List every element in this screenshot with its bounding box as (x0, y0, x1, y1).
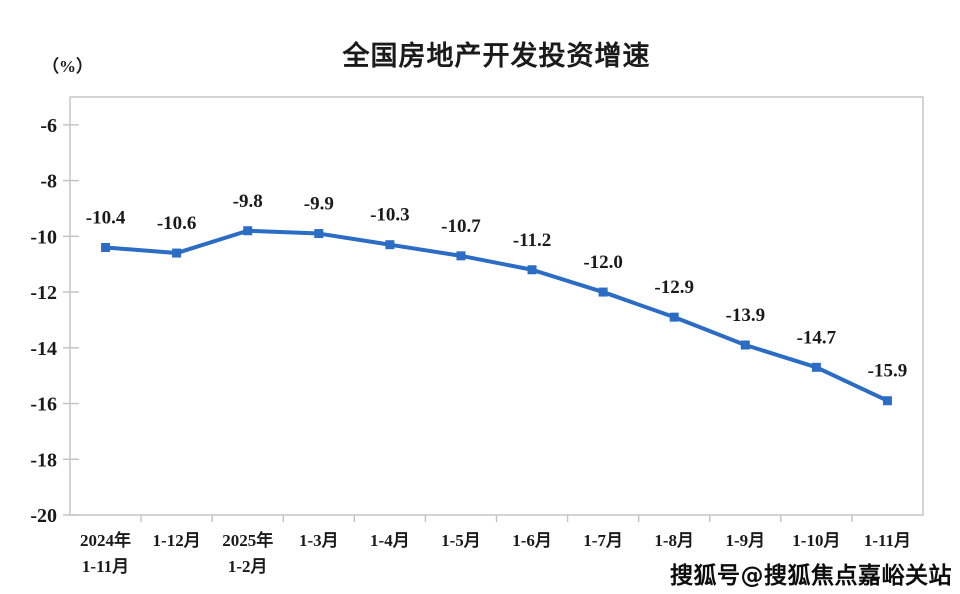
data-point-label: -15.9 (868, 361, 908, 382)
x-category-label: 1-10月 (792, 531, 840, 550)
data-point-label: -9.8 (233, 191, 263, 212)
trend-line (103, 228, 890, 403)
data-point-marker (243, 226, 253, 236)
y-tick-label: -20 (30, 505, 57, 527)
y-tick-label: -12 (30, 282, 57, 304)
x-category-label: 1-6月 (512, 531, 552, 550)
x-category-label: 1-9月 (725, 531, 765, 550)
data-point-label: -10.6 (157, 213, 197, 234)
x-category-label: 2025年 (222, 530, 273, 550)
x-category-label: 1-8月 (654, 531, 694, 550)
data-point-marker (527, 265, 537, 275)
x-category-label: 1-2月 (228, 557, 268, 576)
data-point-marker (101, 242, 111, 252)
data-point-marker (811, 362, 821, 372)
y-tick-label: -6 (40, 115, 57, 137)
y-tick-label: -16 (30, 394, 57, 416)
y-axis-unit-label: （%） (42, 57, 93, 76)
x-category-label: 2024年 (80, 530, 131, 550)
watermark-text: 搜狐号@搜狐焦点嘉峪关站 (670, 563, 952, 589)
x-category-label: 1-5月 (441, 531, 481, 550)
data-point-marker (598, 287, 608, 297)
chart-title: 全国房地产开发投资增速 (342, 41, 651, 72)
data-point-marker (882, 396, 892, 406)
data-point-marker (385, 240, 395, 250)
x-category-label: 1-7月 (583, 531, 623, 550)
data-point-marker (172, 248, 182, 258)
y-tick-label: -14 (30, 338, 57, 360)
data-point-label: -9.9 (304, 194, 334, 215)
data-point-label: -13.9 (726, 305, 766, 326)
y-tick-label: -10 (30, 226, 57, 248)
data-point-label: -12.0 (583, 252, 623, 273)
x-category-label: 1-12月 (153, 531, 201, 550)
data-point-label: -12.9 (654, 277, 694, 298)
x-category-label: 1-4月 (370, 531, 410, 550)
data-point-label: -11.2 (513, 230, 552, 251)
x-category-label: 1-11月 (82, 557, 129, 576)
data-point-label: -14.7 (797, 327, 837, 348)
x-category-label: 1-11月 (864, 531, 911, 550)
y-tick-label: -8 (40, 171, 57, 193)
y-tick-label: -18 (30, 449, 57, 471)
data-point-label: -10.7 (441, 216, 481, 237)
x-category-label: 1-3月 (299, 531, 339, 550)
data-point-marker (456, 251, 466, 261)
data-point-marker (740, 340, 750, 350)
plot-border (69, 96, 924, 516)
data-point-label: -10.3 (370, 205, 410, 226)
data-point-label: -10.4 (86, 207, 126, 228)
data-point-marker (314, 229, 324, 239)
data-point-marker (669, 312, 679, 322)
